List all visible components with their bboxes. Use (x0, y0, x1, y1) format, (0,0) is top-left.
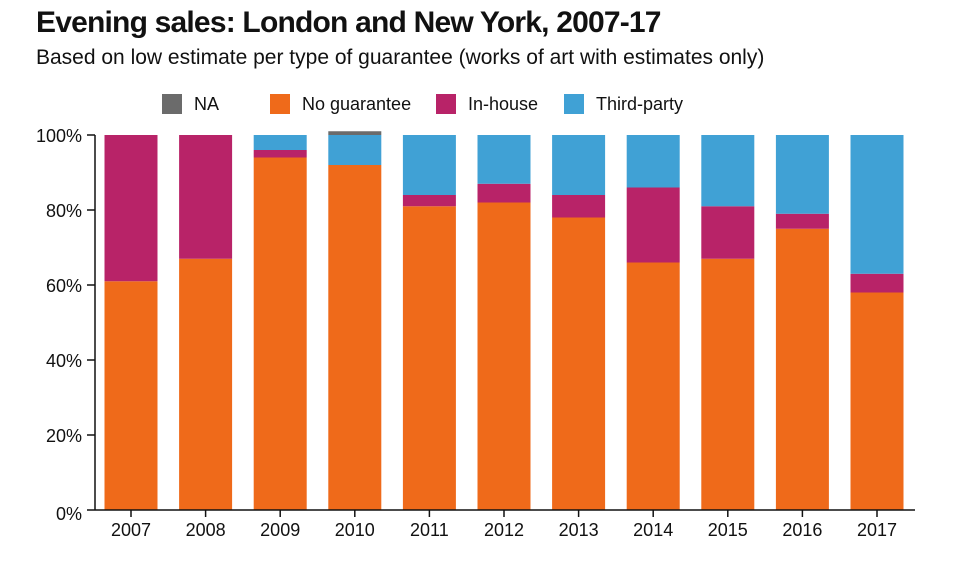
bar-in-house-2007 (104, 135, 158, 282)
bar-no-guarantee-2008 (179, 258, 233, 510)
bar-no-guarantee-2011 (402, 206, 456, 510)
legend-item-na: NA (162, 92, 219, 116)
y-tick-label-2: 40% (46, 351, 82, 371)
x-tick-label-2010: 2010 (335, 520, 375, 540)
bar-no-guarantee-2017 (850, 292, 904, 510)
y-tick-label-4: 80% (46, 201, 82, 221)
x-tick-label-2013: 2013 (559, 520, 599, 540)
y-tick-label-5: 100% (36, 126, 82, 146)
bar-in-house-2012 (477, 183, 531, 203)
bar-third-party-2011 (402, 135, 456, 195)
legend-label-na: NA (194, 93, 220, 114)
legend-swatch-third-party (564, 94, 584, 114)
bar-in-house-2011 (402, 195, 456, 207)
bar-in-house-2016 (775, 213, 829, 229)
x-tick-label-2008: 2008 (186, 520, 226, 540)
y-tick-label-3: 60% (46, 276, 82, 296)
bars-layer (104, 131, 904, 510)
x-tick-label-2017: 2017 (857, 520, 897, 540)
x-tick-label-2016: 2016 (782, 520, 822, 540)
bar-third-party-2010 (328, 135, 382, 165)
legend-item-in-house: In-house (436, 92, 538, 116)
chart-title: Evening sales: London and New York, 2007… (36, 6, 662, 39)
bar-no-guarantee-2007 (104, 281, 158, 510)
legend-swatch-no-guarantee (270, 94, 290, 114)
y-tick-label-0: 0% (56, 504, 82, 524)
y-tick-label-1: 20% (46, 426, 82, 446)
chart-legend: NA No guarantee In-house Third-party (0, 92, 960, 118)
bar-in-house-2017 (850, 273, 904, 293)
legend-label-third-party: Third-party (596, 93, 684, 114)
bar-third-party-2016 (775, 135, 829, 214)
bar-no-guarantee-2014 (626, 262, 680, 510)
bar-in-house-2013 (552, 195, 606, 218)
bar-no-guarantee-2009 (253, 157, 307, 510)
bar-third-party-2012 (477, 135, 531, 184)
bar-na-2010 (328, 131, 382, 135)
x-tick-label-2011: 2011 (410, 520, 449, 540)
legend-item-third-party: Third-party (564, 92, 683, 116)
bar-no-guarantee-2013 (552, 217, 606, 510)
bar-third-party-2013 (552, 135, 606, 195)
x-tick-label-2007: 2007 (111, 520, 151, 540)
bar-in-house-2008 (179, 135, 233, 259)
x-tick-label-2009: 2009 (260, 520, 300, 540)
bar-third-party-2015 (701, 135, 755, 207)
bar-in-house-2015 (701, 206, 755, 259)
x-tick-label-2014: 2014 (633, 520, 673, 540)
x-tick-label-2015: 2015 (708, 520, 748, 540)
bar-in-house-2014 (626, 187, 680, 263)
bar-no-guarantee-2012 (477, 202, 531, 510)
legend-swatch-in-house (436, 94, 456, 114)
bar-no-guarantee-2010 (328, 165, 382, 510)
legend-item-no-guarantee: No guarantee (270, 92, 411, 116)
legend-swatch-na (162, 94, 182, 114)
x-tick-label-2012: 2012 (484, 520, 524, 540)
bar-no-guarantee-2015 (701, 258, 755, 510)
legend-label-no-guarantee: No guarantee (302, 93, 412, 114)
bar-in-house-2009 (253, 150, 307, 158)
bar-third-party-2009 (253, 135, 307, 150)
legend-label-in-house: In-house (468, 93, 539, 114)
bar-no-guarantee-2016 (775, 228, 829, 510)
bar-third-party-2014 (626, 135, 680, 188)
chart-subtitle: Based on low estimate per type of guaran… (36, 46, 765, 69)
axes-layer: 2007 2008 2009 2010 2011 2012 2013 2014 2015 2016… (36, 126, 915, 540)
bar-third-party-2017 (850, 135, 904, 274)
